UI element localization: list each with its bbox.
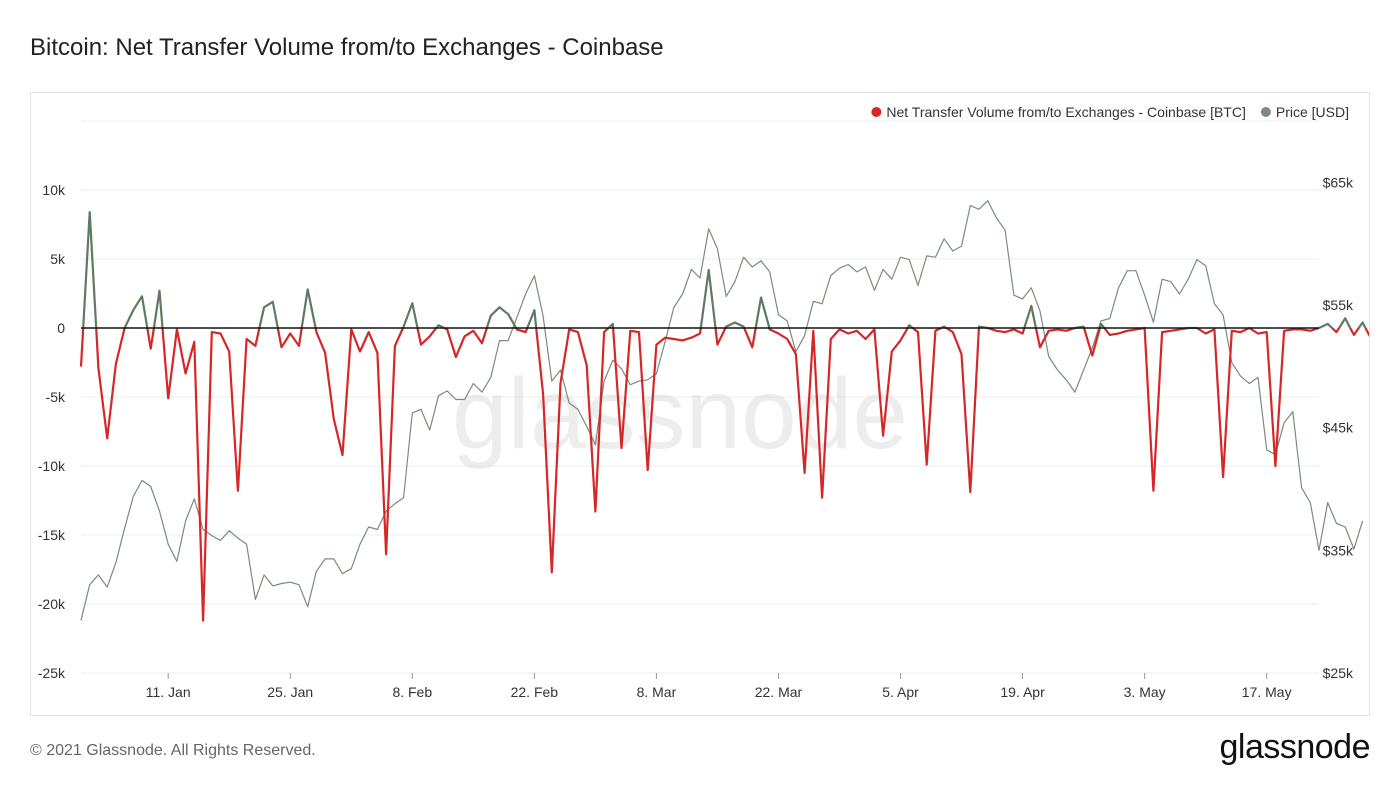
net-series-segment-19 <box>607 322 615 329</box>
net-series-segment-42 <box>1331 327 1341 334</box>
net-series-segment-18 <box>535 327 610 574</box>
net-series-segment-36 <box>1082 327 1101 357</box>
net-series-segment-26 <box>768 327 909 499</box>
x-tick-label-9: 17. May <box>1242 684 1292 700</box>
net-series-segment-7 <box>258 300 279 329</box>
x-tick-label-0: 11. Jan <box>146 684 191 700</box>
net-series-segment-43 <box>1338 317 1352 329</box>
net-series-segment-28 <box>912 327 942 466</box>
legend-label-0: Net Transfer Volume from/to Exchanges - … <box>886 104 1246 120</box>
net-series-segment-13 <box>435 324 445 329</box>
legend-label-1: Price [USD] <box>1276 104 1349 120</box>
net-series-segment-24 <box>743 327 757 349</box>
legend-swatch-0 <box>871 107 882 117</box>
net-series-segment-30 <box>945 327 980 494</box>
y-right-tick-label-0: $65k <box>1323 174 1354 190</box>
y-right-tick-label-2: $45k <box>1323 420 1354 436</box>
y-left-tick-label-3: -5k <box>46 389 66 405</box>
net-series-segment-10 <box>314 327 405 556</box>
y-left-tick-label-4: -10k <box>38 458 66 474</box>
y-right-tick-label-3: $35k <box>1323 542 1354 558</box>
net-series-segment-3 <box>123 295 149 329</box>
net-series-segment-17 <box>526 309 538 329</box>
x-tick-label-7: 19. Apr <box>1000 684 1045 700</box>
net-series-segment-45 <box>1357 321 1367 329</box>
net-series-segment-44 <box>1349 327 1360 336</box>
net-series-segment-41 <box>1318 322 1333 329</box>
y-right-tick-label-1: $55k <box>1323 297 1354 313</box>
y-right-tick-label-4: $25k <box>1323 665 1354 681</box>
watermark-text: glassnode <box>452 358 908 470</box>
net-series-segment-27 <box>906 324 914 329</box>
x-tick-label-4: 8. Mar <box>637 684 677 700</box>
net-series-segment-4 <box>146 327 155 350</box>
x-tick-label-3: 22. Feb <box>511 684 559 700</box>
x-tick-label-1: 25. Jan <box>267 684 313 700</box>
x-tick-label-5: 22. Mar <box>755 684 803 700</box>
chart-panel: glassnode 10k 5k 0 -5k -10k -15k -20k -25k $65k $5… <box>30 92 1370 716</box>
net-series-segment-32 <box>987 326 1026 335</box>
net-series-segment-23 <box>724 321 746 329</box>
net-series-segment-34 <box>1034 326 1076 349</box>
net-series-segment-46 <box>1364 327 1369 337</box>
price-series-line <box>80 200 1364 621</box>
net-series-segment-8 <box>276 327 303 349</box>
y-left-tick-label-6: -20k <box>38 596 66 612</box>
net-series-segment-40 <box>1196 326 1320 479</box>
copyright-text: © 2021 Glassnode. All Rights Reserved. <box>30 742 316 759</box>
x-tick-label-2: 8. Feb <box>392 684 432 700</box>
page-title: Bitcoin: Net Transfer Volume from/to Exc… <box>30 34 664 61</box>
net-series-segment-12 <box>416 327 438 346</box>
net-series-segment-1 <box>82 210 98 329</box>
net-series-segment-25 <box>754 296 771 329</box>
net-series-segment-21 <box>699 268 717 329</box>
net-series-segment-6 <box>161 327 261 622</box>
y-left-tick-label-1: 5k <box>50 251 66 267</box>
y-left-tick-label-2: 0 <box>57 320 65 336</box>
net-series-segment-0 <box>79 327 85 367</box>
net-series-segment-33 <box>1023 304 1037 329</box>
x-tick-label-6: 5. Apr <box>882 684 919 700</box>
net-series-segment-11 <box>401 302 419 329</box>
chart-svg: glassnode 10k 5k 0 -5k -10k -15k -20k -25k $65k $5… <box>38 104 1369 700</box>
net-series-segment-5 <box>152 289 164 329</box>
y-left-tick-label-7: -25k <box>38 665 66 681</box>
net-series-segment-2 <box>95 327 126 440</box>
y-left-tick-label-5: -15k <box>38 527 66 543</box>
legend-swatch-1 <box>1260 107 1271 117</box>
net-series-segment-22 <box>714 327 727 346</box>
brand-logo[interactable]: glassnode <box>1219 728 1370 766</box>
net-series-segment-15 <box>485 306 518 329</box>
net-series-segment-9 <box>300 288 317 329</box>
y-left-tick-label-0: 10k <box>42 182 66 198</box>
x-tick-label-8: 3. May <box>1124 684 1166 700</box>
net-series-segment-37 <box>1098 322 1106 329</box>
net-series-segment-20 <box>612 327 702 472</box>
net-series-segment-14 <box>443 327 488 359</box>
